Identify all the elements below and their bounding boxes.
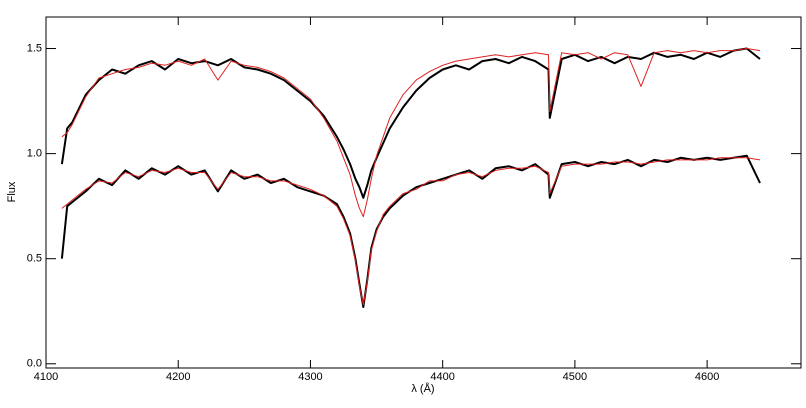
y-axis-label: Flux [6,181,18,202]
x-tick-label: 4400 [430,371,454,383]
x-tick-label: 4200 [166,371,190,383]
x-tick-label: 4600 [695,371,719,383]
x-axis-label: λ (Å) [411,382,434,395]
x-tick-label: 4100 [34,371,58,383]
spectrum-line [60,154,761,308]
y-tick-label: 1.5 [27,42,42,54]
x-tick-label: 4300 [298,371,322,383]
spectrum-line [61,48,761,218]
y-tick-label: 1.0 [27,148,42,160]
y-tick-label: 0.5 [27,253,42,265]
spectrum-line [60,47,761,199]
y-tick-label: 0.0 [27,358,42,370]
plot-frame [45,16,802,369]
x-tick-label: 4500 [563,371,587,383]
spectrum-line [61,157,761,306]
